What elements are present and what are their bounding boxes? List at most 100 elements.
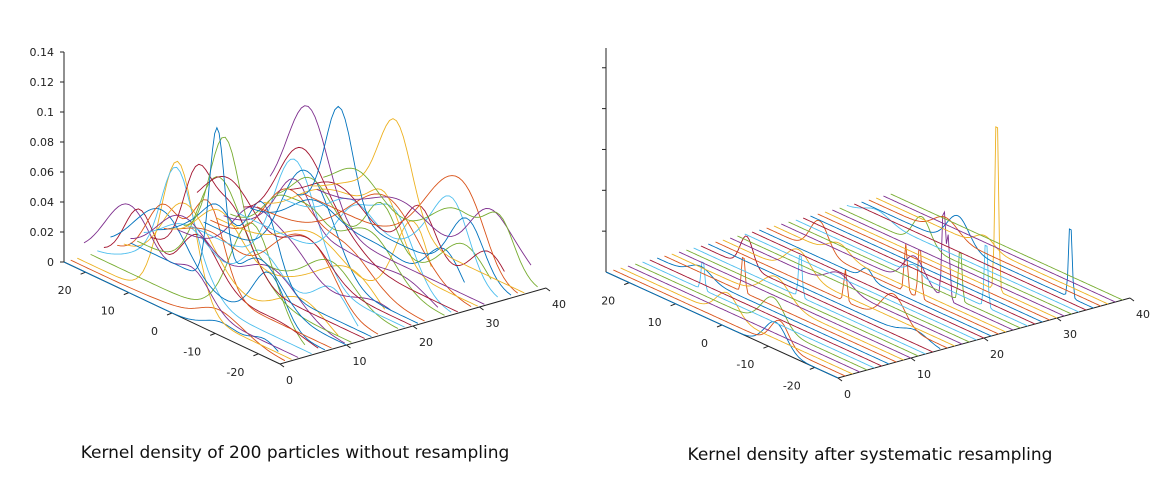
density-series <box>150 163 365 339</box>
density-series <box>97 166 312 355</box>
density-series <box>243 146 458 313</box>
density-series <box>170 208 386 310</box>
x-tick-label: 20 <box>58 284 72 297</box>
density-series <box>817 213 1050 321</box>
density-series <box>117 199 332 349</box>
z-tick-label: 0.04 <box>30 196 55 209</box>
density-series <box>163 227 379 335</box>
density-series <box>854 203 1087 311</box>
x-tick-mark <box>624 282 630 286</box>
density-series <box>90 222 306 346</box>
y-tick-label: 40 <box>1136 308 1150 321</box>
density-series <box>883 195 1116 303</box>
density-series <box>678 251 912 359</box>
density-series <box>890 193 1123 301</box>
y-tick-mark <box>545 287 551 292</box>
y-tick-mark <box>279 363 285 368</box>
density-series <box>63 261 279 352</box>
y-tick-label: 30 <box>1063 328 1077 341</box>
z-ticks <box>602 67 606 232</box>
z-tick-label: 0.1 <box>37 106 55 119</box>
density-series <box>751 231 985 339</box>
density-series <box>737 235 970 343</box>
x-tick-mark <box>670 303 676 307</box>
y-tick-label: 0 <box>286 374 293 387</box>
z-tick-label: 0 <box>47 256 54 269</box>
density-series <box>729 237 963 345</box>
density-series <box>708 243 941 350</box>
density-series <box>802 217 1036 325</box>
left-chart: 0 0.02 0.04 0.06 0.08 0.1 0.12 0.14 20 10 0 -10 -20… <box>30 46 567 463</box>
density-series <box>868 199 1101 307</box>
x-tick-mark <box>763 345 769 349</box>
density-series <box>269 105 485 305</box>
x-tick-label: -20 <box>226 366 244 379</box>
z-tick-label: 0.08 <box>30 136 55 149</box>
density-series <box>613 269 846 377</box>
density-series <box>123 202 339 336</box>
x-tick-mark <box>80 271 86 275</box>
x-tick-mark <box>166 312 173 316</box>
density-series <box>283 195 499 298</box>
y-tick-mark <box>983 337 989 342</box>
y-tick-label: 20 <box>419 336 433 349</box>
density-series <box>715 241 948 349</box>
density-series <box>157 200 372 338</box>
density-series <box>671 253 904 361</box>
density-series <box>83 203 299 358</box>
x-ticks: 20 10 0 -10 -20 <box>601 282 815 392</box>
density-series <box>290 181 505 272</box>
density-series <box>196 175 412 326</box>
y-tick-mark <box>837 377 843 382</box>
density-series <box>759 229 992 337</box>
y-tick-mark <box>910 357 916 362</box>
density-series <box>781 210 1014 331</box>
density-series <box>183 136 399 329</box>
density-series <box>744 233 977 341</box>
y-ticks: 0 10 20 30 40 <box>279 287 566 387</box>
density-series <box>130 126 347 346</box>
z-tick-label: 0.12 <box>30 76 55 89</box>
density-series <box>824 126 1058 319</box>
density-series <box>323 167 538 288</box>
x-tick-label: 20 <box>601 295 615 308</box>
density-series <box>296 105 512 296</box>
y-tick-mark <box>412 325 418 330</box>
x-tick-label: 10 <box>101 305 115 318</box>
density-series <box>773 225 1007 333</box>
z-tick-label: 0.06 <box>30 166 55 179</box>
x-tick-mark <box>253 353 259 357</box>
z-tick-label: 0.02 <box>30 226 55 239</box>
density-curves <box>63 105 538 362</box>
y-tick-label: 10 <box>917 368 931 381</box>
x-tick-mark <box>210 332 216 336</box>
y-ticks: 0 10 20 30 40 <box>837 297 1150 401</box>
x-tick-label: -10 <box>183 345 201 358</box>
x-tick-mark <box>809 366 815 370</box>
density-series <box>216 217 432 282</box>
density-series <box>766 219 999 335</box>
density-series <box>77 160 292 360</box>
density-series <box>846 204 1080 313</box>
density-series <box>203 169 419 324</box>
y-tick-label: 30 <box>486 317 500 330</box>
x-tick-label: -20 <box>783 379 801 392</box>
density-curves <box>605 126 1123 379</box>
density-series <box>605 271 839 379</box>
density-series <box>839 207 1072 315</box>
right-chart: 20 10 0 -10 -20 0 10 20 30 40 Kernel density aft… <box>601 48 1150 465</box>
density-series <box>70 259 286 362</box>
density-series <box>143 223 359 327</box>
density-series <box>788 221 1021 329</box>
y-tick-mark <box>1129 297 1135 302</box>
x-tick-mark <box>123 292 129 296</box>
density-series <box>210 188 425 322</box>
density-series <box>303 175 518 294</box>
density-series <box>664 255 897 363</box>
density-series <box>875 197 1109 305</box>
density-series <box>256 193 472 307</box>
y-tick-label: 40 <box>552 298 566 311</box>
density-series <box>110 207 326 351</box>
x-tick-label: -10 <box>736 358 754 371</box>
